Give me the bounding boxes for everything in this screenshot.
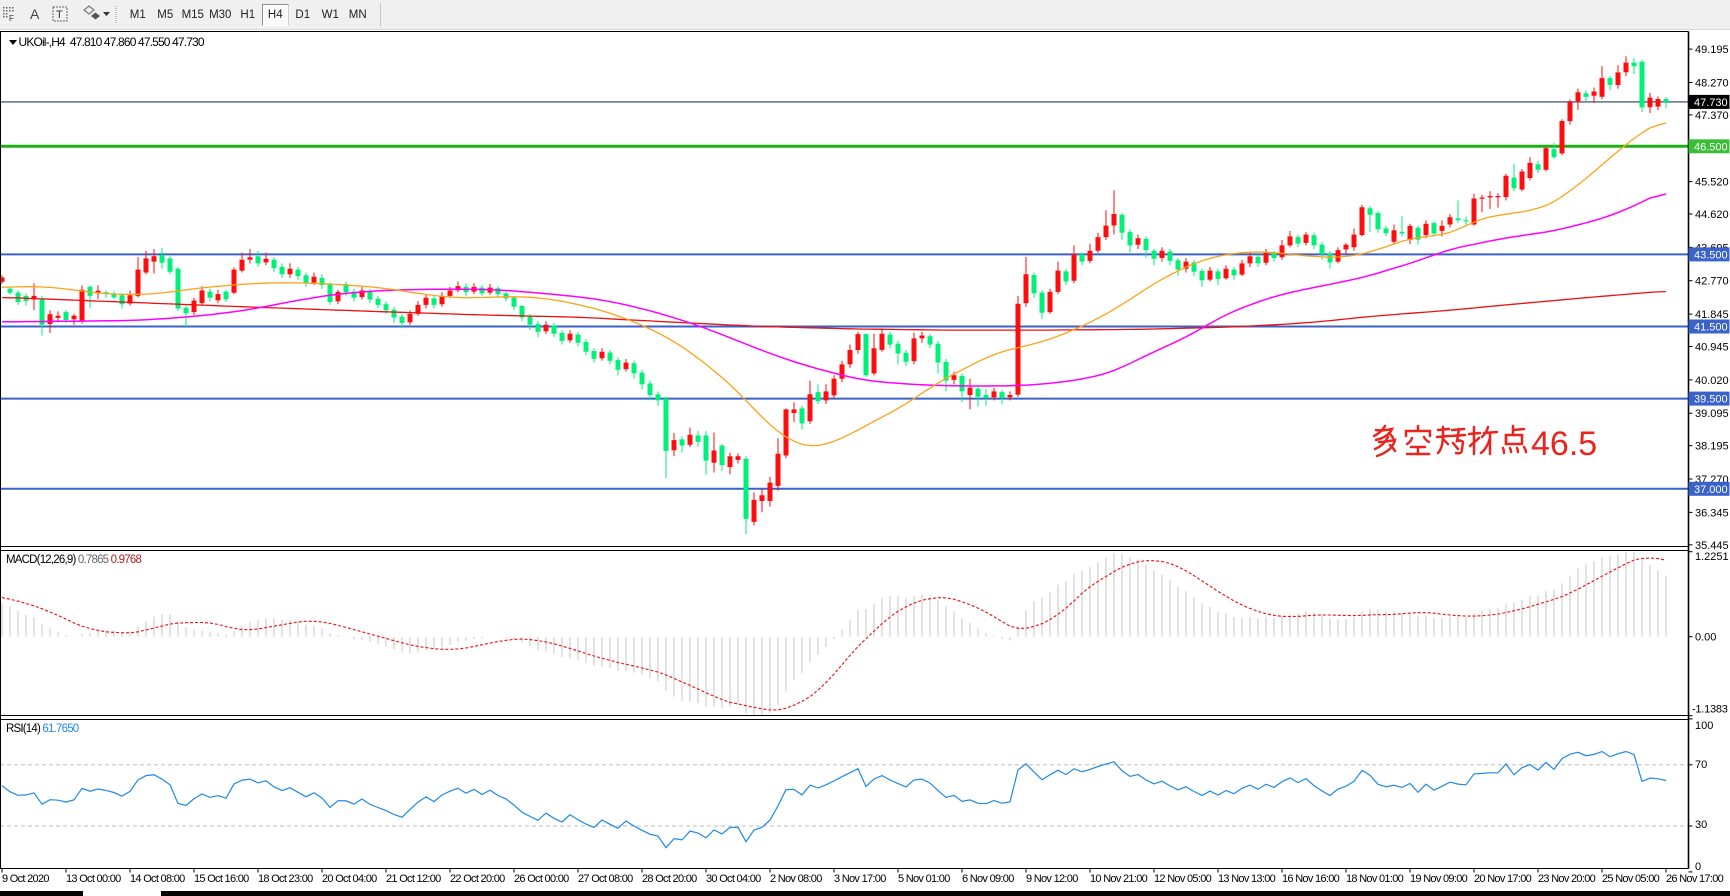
svg-text:5 Nov 01:00: 5 Nov 01:00	[898, 873, 950, 885]
svg-text:0.00: 0.00	[1695, 632, 1716, 644]
svg-text:30 Oct 04:00: 30 Oct 04:00	[706, 873, 761, 885]
svg-text:35.445: 35.445	[1695, 540, 1729, 552]
svg-text:23 Nov 20:00: 23 Nov 20:00	[1538, 873, 1596, 885]
svg-text:18 Oct 23:00: 18 Oct 23:00	[258, 873, 313, 885]
svg-text:48.270: 48.270	[1695, 78, 1729, 90]
svg-text:44.620: 44.620	[1695, 209, 1729, 221]
svg-text:9 Nov 12:00: 9 Nov 12:00	[1026, 873, 1078, 885]
svg-text:0: 0	[1695, 861, 1701, 873]
svg-text:38.195: 38.195	[1695, 441, 1729, 453]
svg-text:1.2251: 1.2251	[1695, 551, 1729, 563]
svg-text:47.370: 47.370	[1695, 110, 1729, 122]
svg-text:13 Nov 13:00: 13 Nov 13:00	[1218, 873, 1276, 885]
svg-text:41.500: 41.500	[1694, 322, 1728, 334]
svg-text:21 Oct 12:00: 21 Oct 12:00	[386, 873, 441, 885]
svg-text:42.770: 42.770	[1695, 276, 1729, 288]
svg-text:70: 70	[1695, 759, 1707, 771]
svg-text:40.945: 40.945	[1695, 342, 1729, 354]
svg-text:30: 30	[1695, 819, 1707, 831]
svg-text:28 Oct 20:00: 28 Oct 20:00	[642, 873, 697, 885]
svg-text:49.195: 49.195	[1695, 44, 1729, 56]
svg-text:26 Nov 17:00: 26 Nov 17:00	[1666, 873, 1724, 885]
svg-text:F: F	[9, 14, 14, 23]
svg-text:2 Nov 08:00: 2 Nov 08:00	[770, 873, 822, 885]
svg-text:3 Nov 17:00: 3 Nov 17:00	[834, 873, 886, 885]
svg-text:41.845: 41.845	[1695, 309, 1729, 321]
svg-text:100: 100	[1695, 720, 1713, 732]
svg-text:12 Nov 05:00: 12 Nov 05:00	[1154, 873, 1212, 885]
svg-text:47.730: 47.730	[1694, 97, 1728, 109]
svg-text:20 Oct 04:00: 20 Oct 04:00	[322, 873, 377, 885]
svg-text:46.500: 46.500	[1694, 141, 1728, 153]
svg-text:13 Oct 00:00: 13 Oct 00:00	[66, 873, 121, 885]
svg-text:15 Oct 16:00: 15 Oct 16:00	[194, 873, 249, 885]
svg-text:37.000: 37.000	[1694, 484, 1728, 496]
svg-text:19 Nov 09:00: 19 Nov 09:00	[1410, 873, 1468, 885]
svg-text:39.095: 39.095	[1695, 408, 1729, 420]
svg-text:-1.1383: -1.1383	[1692, 704, 1728, 716]
svg-text:6 Nov 09:00: 6 Nov 09:00	[962, 873, 1014, 885]
svg-text:26 Oct 00:00: 26 Oct 00:00	[514, 873, 569, 885]
svg-text:43.500: 43.500	[1694, 249, 1728, 261]
svg-text:22 Oct 20:00: 22 Oct 20:00	[450, 873, 505, 885]
svg-text:18 Nov 01:00: 18 Nov 01:00	[1346, 873, 1404, 885]
svg-text:40.020: 40.020	[1695, 375, 1729, 387]
svg-text:20 Nov 17:00: 20 Nov 17:00	[1474, 873, 1532, 885]
svg-text:RSI(14) 61.7650: RSI(14) 61.7650	[6, 723, 79, 735]
svg-text:39.500: 39.500	[1694, 394, 1728, 406]
svg-text:9 Oct 2020: 9 Oct 2020	[2, 873, 49, 885]
svg-text:25 Nov 05:00: 25 Nov 05:00	[1602, 873, 1660, 885]
svg-text:A: A	[30, 6, 40, 22]
svg-text:UKOil-,H4 47.810 47.860 47.55: UKOil-,H4 47.810 47.860 47.550 47.730	[19, 35, 205, 49]
svg-text:10 Nov 21:00: 10 Nov 21:00	[1090, 873, 1148, 885]
svg-text:27 Oct 08:00: 27 Oct 08:00	[578, 873, 633, 885]
svg-text:16 Nov 16:00: 16 Nov 16:00	[1282, 873, 1340, 885]
svg-text:14 Oct 08:00: 14 Oct 08:00	[130, 873, 185, 885]
svg-text:36.345: 36.345	[1695, 507, 1729, 519]
svg-text:45.520: 45.520	[1695, 177, 1729, 189]
svg-text:MACD(12,26,9) 0.7865 0.9768: MACD(12,26,9) 0.7865 0.9768	[6, 554, 141, 566]
svg-text:46.5: 46.5	[1531, 425, 1597, 463]
svg-text:T: T	[56, 9, 63, 21]
